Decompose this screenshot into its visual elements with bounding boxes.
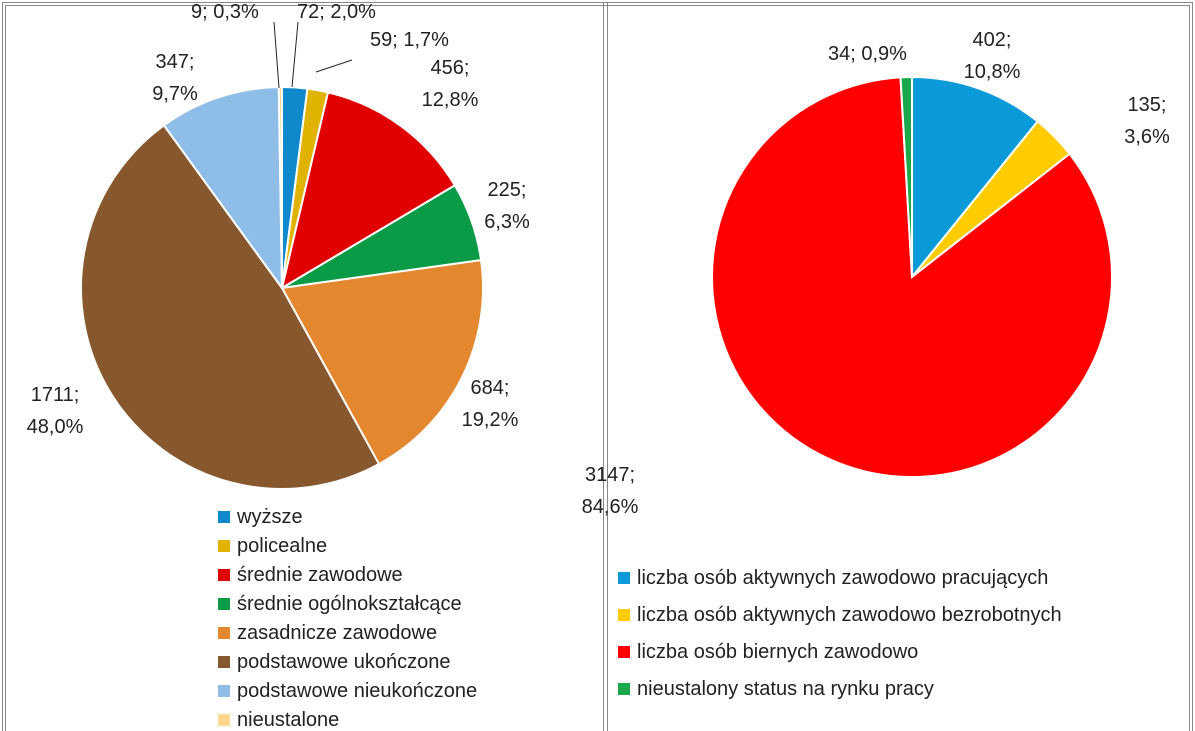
data-label: 456; 12,8% — [421, 57, 479, 111]
data-label: 402; 10,8% — [963, 29, 1021, 83]
legend-label: policealne — [237, 535, 328, 557]
legend-swatch — [618, 646, 630, 658]
pie-slice — [280, 91, 457, 291]
legend-label: średnie ogólnokształcące — [237, 593, 462, 615]
data-label: 225; 6,3% — [484, 179, 530, 233]
pie-slice — [162, 86, 284, 292]
pie-slice — [899, 75, 913, 278]
legend-label: liczba osób aktywnych zawodowo bezrobotn… — [637, 604, 1062, 626]
data-label: 72; 2,0% — [297, 1, 376, 23]
legend-swatch — [218, 540, 230, 552]
legend-label: nieustalone — [237, 709, 340, 731]
legend-swatch — [218, 627, 230, 639]
legend-swatch — [218, 569, 230, 581]
legend-label: liczba osób biernych zawodowo — [637, 641, 919, 663]
pie-slice — [80, 123, 381, 490]
data-label: 347; 9,7% — [152, 51, 198, 105]
legend-swatch — [218, 598, 230, 610]
legend-label: liczba osób aktywnych zawodowo pracujący… — [637, 567, 1049, 589]
legend-swatch — [618, 572, 630, 584]
leader-line — [273, 21, 280, 89]
data-label: 135; 3,6% — [1124, 94, 1170, 148]
data-label: 59; 1,7% — [370, 29, 449, 51]
legend-label: wyższe — [237, 506, 303, 528]
data-label: 9; 0,3% — [191, 1, 259, 23]
pie-slice — [711, 76, 1113, 478]
legend-swatch — [618, 609, 630, 621]
data-label: 684; 19,2% — [461, 377, 519, 431]
data-label: 1711; 48,0% — [26, 384, 84, 438]
legend-label: zasadnicze zawodowe — [237, 622, 438, 644]
legend-swatch — [218, 511, 230, 523]
data-label: 34; 0,9% — [828, 43, 907, 65]
legend-label: podstawowe ukończone — [237, 651, 451, 673]
legend-swatch — [618, 683, 630, 695]
legend-swatch — [218, 685, 230, 697]
legend-label: podstawowe nieukończone — [237, 680, 478, 702]
pie-slice — [280, 259, 484, 466]
legend-label: średnie zawodowe — [237, 564, 403, 586]
legend-swatch — [218, 714, 230, 726]
pie-slice — [911, 75, 1040, 280]
legend-swatch — [218, 656, 230, 668]
data-label: 3147; 84,6% — [581, 464, 639, 518]
leader-line — [291, 21, 299, 88]
leader-line — [315, 59, 353, 73]
legend-label: nieustalony status na rynku pracy — [637, 678, 934, 700]
